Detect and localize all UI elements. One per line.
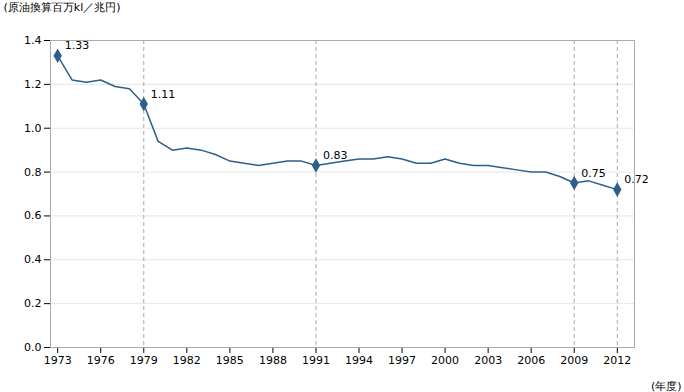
svg-text:1982: 1982 (173, 354, 201, 367)
svg-text:2012: 2012 (603, 354, 631, 367)
svg-text:1979: 1979 (130, 354, 158, 367)
svg-text:1.4: 1.4 (24, 34, 42, 47)
svg-text:1.2: 1.2 (24, 78, 42, 91)
svg-text:1.33: 1.33 (65, 39, 90, 52)
svg-text:1976: 1976 (87, 354, 115, 367)
svg-text:1994: 1994 (345, 354, 373, 367)
svg-text:0.72: 0.72 (624, 173, 649, 186)
svg-text:0.2: 0.2 (24, 297, 42, 310)
svg-text:2003: 2003 (474, 354, 502, 367)
svg-text:(原油換算百万kl／兆円): (原油換算百万kl／兆円) (4, 1, 121, 14)
svg-text:1973: 1973 (44, 354, 72, 367)
svg-text:1.11: 1.11 (151, 88, 176, 101)
svg-text:1.0: 1.0 (24, 122, 42, 135)
svg-text:2000: 2000 (431, 354, 459, 367)
svg-text:2009: 2009 (560, 354, 588, 367)
svg-text:1991: 1991 (302, 354, 330, 367)
svg-text:2006: 2006 (517, 354, 545, 367)
svg-text:1985: 1985 (216, 354, 244, 367)
svg-text:(年度): (年度) (651, 380, 682, 392)
svg-text:0.6: 0.6 (24, 209, 42, 222)
svg-text:0.0: 0.0 (24, 341, 42, 354)
svg-text:1988: 1988 (259, 354, 287, 367)
svg-text:1997: 1997 (388, 354, 416, 367)
svg-text:0.83: 0.83 (323, 149, 348, 162)
svg-text:0.8: 0.8 (24, 166, 42, 179)
svg-text:0.75: 0.75 (581, 167, 606, 180)
svg-text:0.4: 0.4 (24, 253, 42, 266)
